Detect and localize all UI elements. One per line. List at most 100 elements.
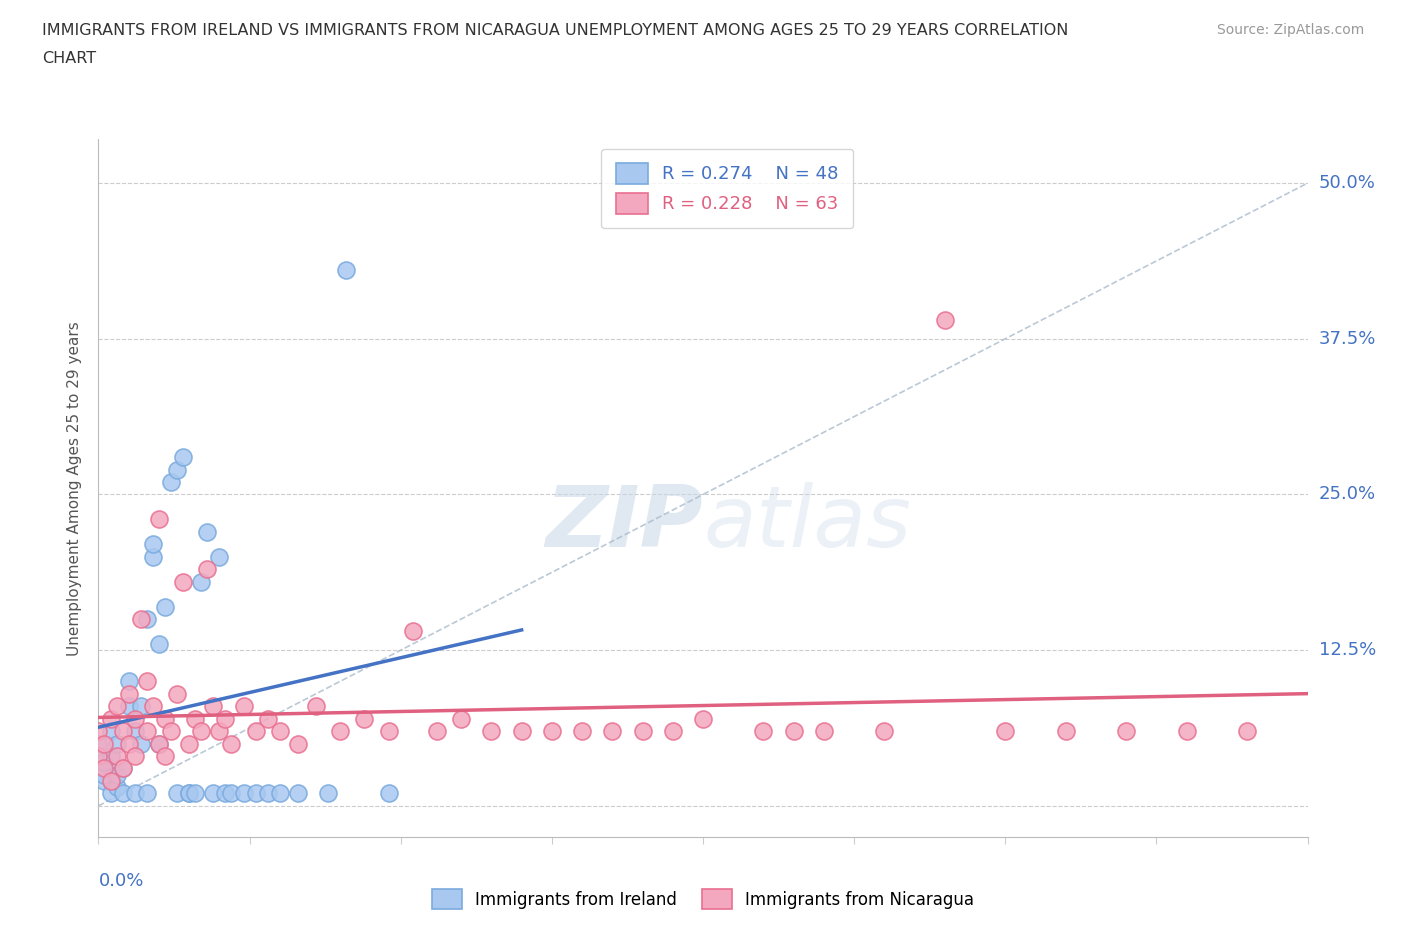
Point [166,686,188,701]
Point [245,724,267,738]
Point [287,786,309,801]
Legend: R = 0.274    N = 48, R = 0.228    N = 63: R = 0.274 N = 48, R = 0.228 N = 63 [602,149,853,228]
Text: IMMIGRANTS FROM IRELAND VS IMMIGRANTS FROM NICARAGUA UNEMPLOYMENT AMONG AGES 25 : IMMIGRANTS FROM IRELAND VS IMMIGRANTS FR… [42,23,1069,38]
Point [135,674,157,689]
Point [316,786,339,801]
Point [232,698,254,713]
Point [245,786,267,801]
Point [105,698,128,713]
Point [214,711,236,726]
Point [631,724,654,738]
Point [540,724,562,738]
Point [111,761,134,776]
Point [873,724,896,738]
Point [782,724,804,738]
Point [510,724,533,738]
Point [166,462,188,477]
Point [93,755,115,770]
Point [214,786,236,801]
Point [232,786,254,801]
Point [105,749,128,764]
Point [93,774,115,789]
Point [571,724,593,738]
Point [450,711,472,726]
Point [177,786,201,801]
Point [1175,724,1198,738]
Point [1115,724,1137,738]
Point [129,698,152,713]
Text: Source: ZipAtlas.com: Source: ZipAtlas.com [1216,23,1364,37]
Point [190,574,212,589]
Point [377,786,399,801]
Point [166,786,188,801]
Point [160,724,183,738]
Point [377,724,399,738]
Point [934,312,956,327]
Point [353,711,375,726]
Text: CHART: CHART [42,51,96,66]
Point [148,512,170,526]
Point [184,786,207,801]
Text: 50.0%: 50.0% [1319,174,1375,193]
Point [135,786,157,801]
Point [135,724,157,738]
Point [752,724,775,738]
Point [177,786,201,801]
Point [287,737,309,751]
Point [118,674,141,689]
Point [402,624,425,639]
Point [87,761,110,776]
Legend: Immigrants from Ireland, Immigrants from Nicaragua: Immigrants from Ireland, Immigrants from… [423,881,983,917]
Point [221,737,243,751]
Point [142,550,165,565]
Point [195,562,218,577]
Point [124,786,146,801]
Point [661,724,683,738]
Point [142,698,165,713]
Point [87,749,110,764]
Point [329,724,352,738]
Point [813,724,835,738]
Point [202,786,225,801]
Text: 37.5%: 37.5% [1319,330,1376,348]
Point [129,612,152,627]
Point [118,698,141,713]
Point [208,724,231,738]
Point [105,779,128,794]
Point [153,711,176,726]
Point [118,686,141,701]
Point [87,737,110,751]
Point [111,786,134,801]
Point [148,737,170,751]
Point [184,711,207,726]
Point [142,537,165,551]
Text: 25.0%: 25.0% [1319,485,1376,503]
Point [602,724,624,738]
Point [202,698,225,713]
Point [177,737,201,751]
Point [160,474,183,489]
Point [335,263,357,278]
Point [93,761,115,776]
Point [87,749,110,764]
Text: atlas: atlas [703,482,911,565]
Point [100,774,122,789]
Point [100,786,122,801]
Point [93,737,115,751]
Point [195,525,218,539]
Point [111,761,134,776]
Point [994,724,1017,738]
Point [111,724,134,738]
Point [124,724,146,738]
Point [100,749,122,764]
Text: 0.0%: 0.0% [98,872,143,890]
Text: 12.5%: 12.5% [1319,641,1376,659]
Point [1236,724,1258,738]
Point [93,767,115,782]
Point [100,724,122,738]
Point [105,767,128,782]
Point [1054,724,1077,738]
Y-axis label: Unemployment Among Ages 25 to 29 years: Unemployment Among Ages 25 to 29 years [67,321,83,656]
Point [221,786,243,801]
Point [269,786,291,801]
